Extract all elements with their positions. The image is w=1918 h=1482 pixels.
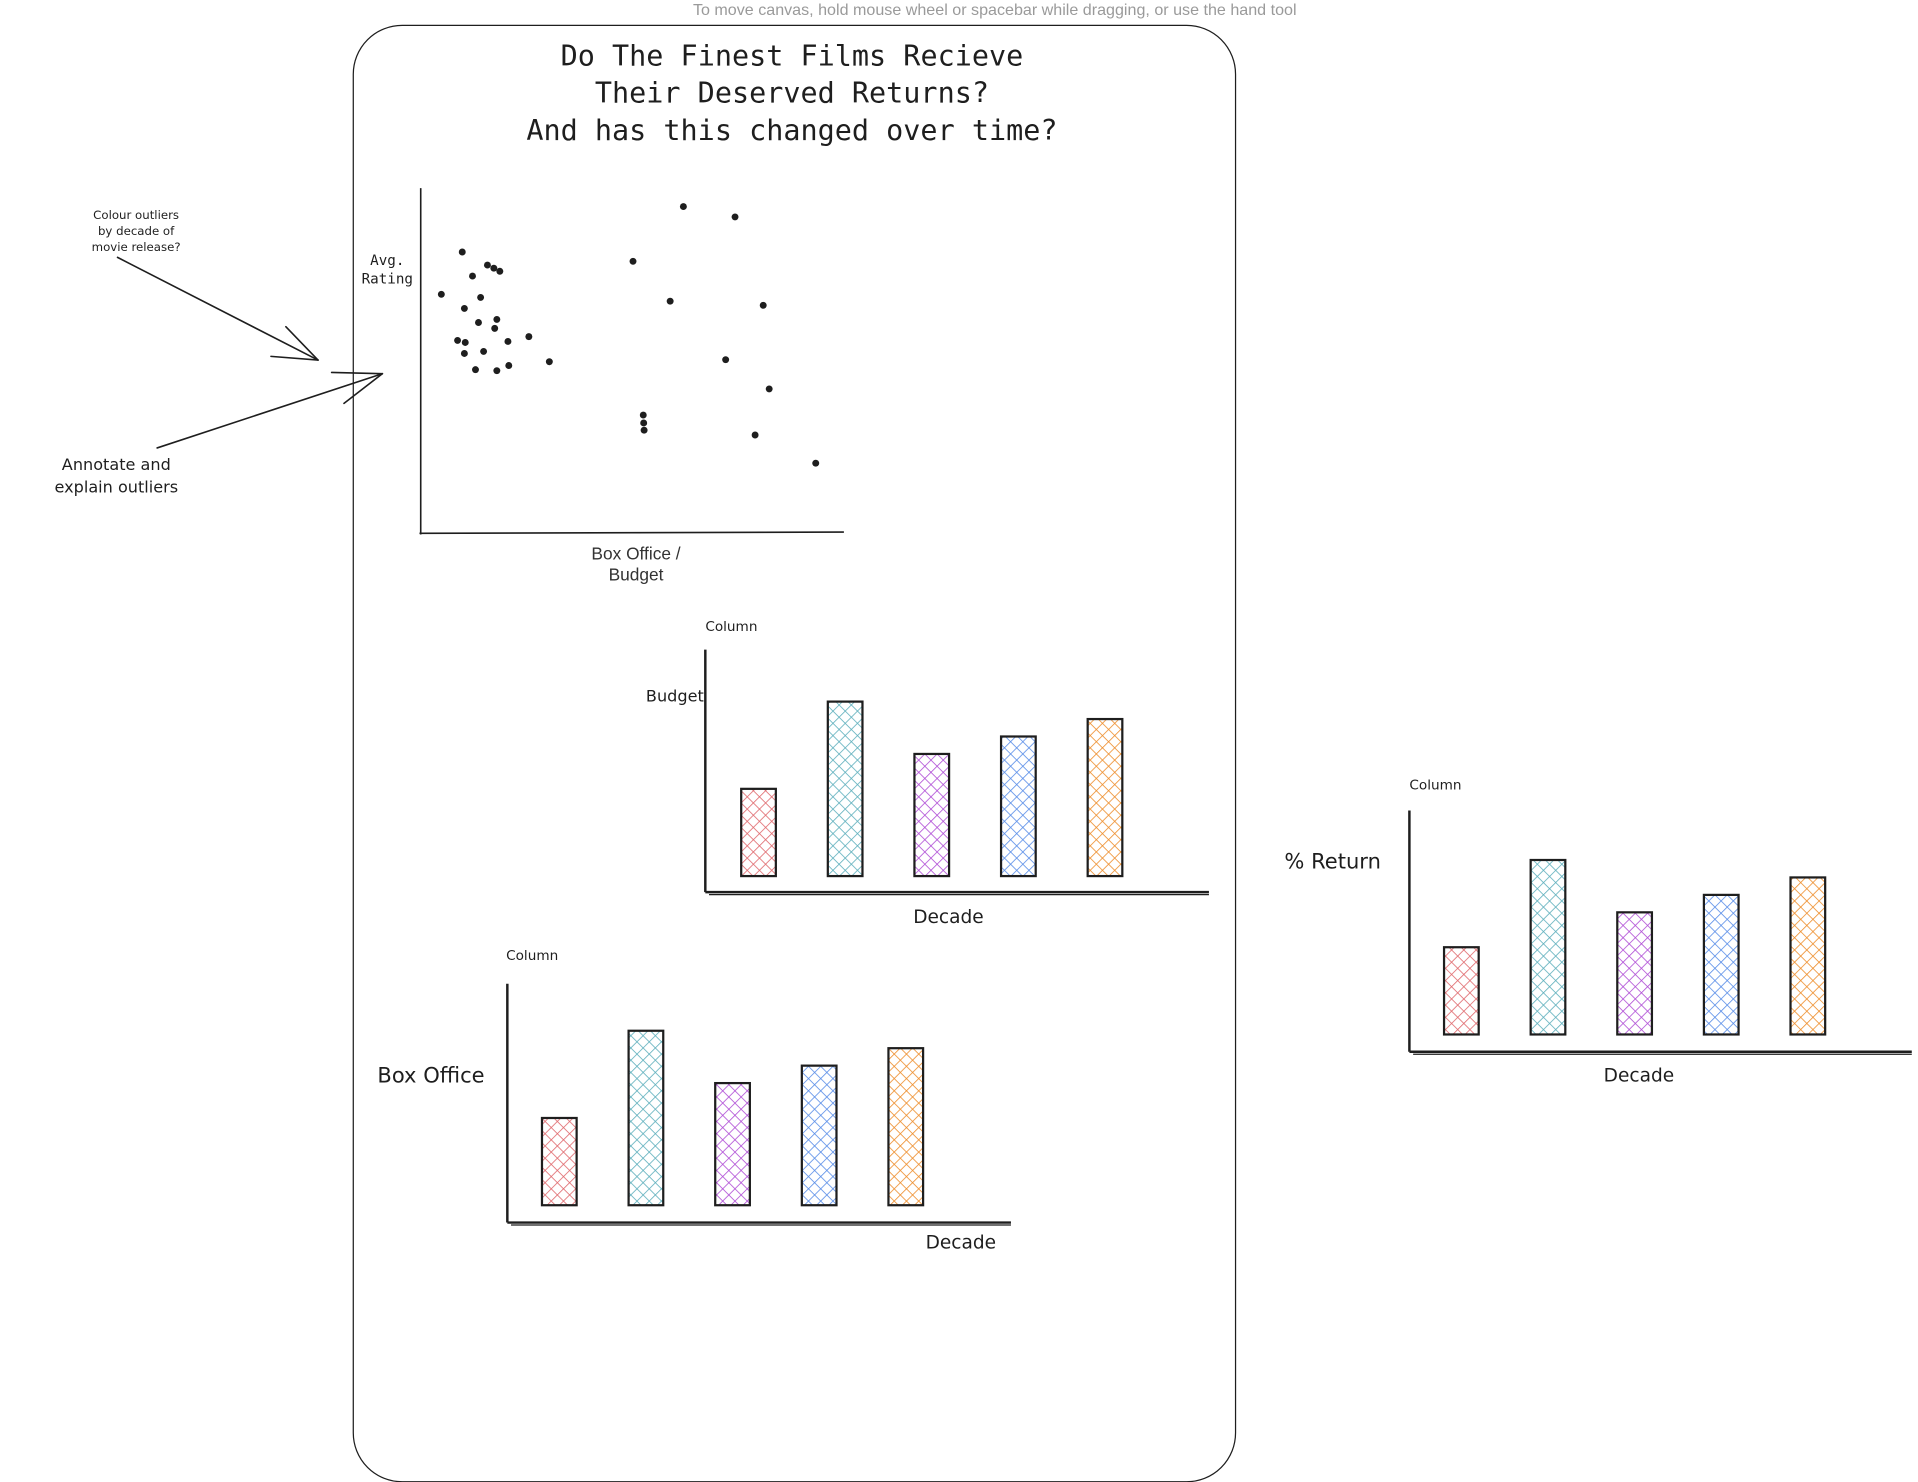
scatter-point[interactable] [472, 366, 479, 374]
budget-bar-decade-1[interactable] [740, 787, 777, 878]
canvas-hint: To move canvas, hold mouse wheel or spac… [692, 0, 1297, 19]
scatter-point[interactable] [496, 267, 504, 275]
scatter-y-label: Avg. Rating [361, 251, 414, 288]
note-line: movie release? [91, 241, 181, 255]
boxoffice-x-label: Decade [925, 1231, 997, 1254]
scatter-point[interactable] [759, 301, 767, 309]
title-line-3: And has this changed over time? [526, 115, 1058, 148]
scatter-point[interactable] [765, 385, 773, 393]
boxoffice-y-label: Box Office [377, 1064, 485, 1089]
budget-bar-decade-2[interactable] [826, 700, 864, 878]
budget-legend-label: Column [705, 618, 758, 635]
scatter-point[interactable] [505, 362, 513, 369]
return-x-label: Decade [1603, 1064, 1675, 1087]
annotate-outliers-note[interactable]: Annotate and explain outliers [40, 455, 193, 500]
scatter-point[interactable] [475, 319, 482, 326]
boxoffice-bar-decade-4[interactable] [800, 1064, 838, 1207]
scatter-point[interactable] [458, 248, 466, 256]
budget-y-label: Budget [645, 687, 704, 707]
note-line: Colour outliers [93, 209, 180, 223]
scatter-point[interactable] [477, 293, 485, 301]
note-line: by decade of [97, 225, 175, 239]
scatter-point[interactable] [480, 347, 488, 355]
boxoffice-bar-decade-2[interactable] [627, 1029, 665, 1207]
return-bar-decade-2[interactable] [1529, 858, 1567, 1036]
return-legend-label: Column [1409, 777, 1462, 794]
scatter-point[interactable] [666, 297, 674, 305]
budget-bar-chart [704, 649, 1209, 896]
arrow-annotate-note[interactable] [156, 371, 384, 449]
scatter-point[interactable] [751, 431, 759, 439]
return-bar-chart [1408, 810, 1912, 1055]
scatter-x-label: Box Office / Budget [591, 543, 681, 585]
boxoffice-bar-chart [506, 983, 1011, 1226]
boxoffice-bar-decade-1[interactable] [540, 1116, 578, 1207]
scatter-point[interactable] [454, 336, 462, 344]
scatter-point[interactable] [629, 257, 637, 265]
return-bar-decade-4[interactable] [1702, 893, 1740, 1036]
arrow-colour-note[interactable] [116, 256, 319, 361]
scatter-point[interactable] [491, 324, 499, 332]
scatter-point[interactable] [461, 339, 469, 346]
scatter-point[interactable] [812, 459, 820, 467]
return-bar-decade-1[interactable] [1442, 946, 1480, 1036]
boxoffice-legend-label: Column [506, 947, 559, 964]
boxoffice-bar-decade-3[interactable] [714, 1081, 751, 1207]
note-line: Annotate and [61, 456, 171, 476]
boxoffice-bar-decade-5[interactable] [887, 1047, 925, 1207]
scatter-point[interactable] [490, 264, 498, 272]
scatter-point[interactable] [504, 337, 512, 345]
scatter-point[interactable] [525, 333, 533, 341]
scatter-point[interactable] [640, 419, 648, 427]
budget-x-label: Decade [913, 905, 984, 929]
scatter-point[interactable] [679, 203, 687, 211]
title-line-1: Do The Finest Films Recieve [560, 40, 1024, 74]
return-bar-decade-5[interactable] [1789, 876, 1827, 1036]
scatter-point[interactable] [493, 367, 501, 375]
return-bar-decade-3[interactable] [1616, 911, 1654, 1036]
colour-outliers-note[interactable]: Colour outliers by decade of movie relea… [74, 208, 198, 256]
scatter-point[interactable] [483, 261, 491, 269]
page-title: Do The Finest Films Recieve Their Deserv… [371, 38, 1212, 149]
budget-bar-decade-5[interactable] [1086, 717, 1124, 878]
scatter-point[interactable] [639, 411, 647, 419]
scatter-point[interactable] [722, 356, 730, 364]
note-line: explain outliers [54, 478, 179, 498]
scatter-point[interactable] [460, 350, 468, 357]
return-y-label: % Return [1284, 850, 1381, 875]
scatter-point[interactable] [460, 304, 468, 312]
title-line-2: Their Deserved Returns? [594, 77, 989, 111]
scatter-point[interactable] [437, 290, 445, 298]
scatter-x-axis [419, 531, 844, 535]
scatter-point[interactable] [640, 426, 648, 434]
budget-bar-decade-3[interactable] [913, 752, 951, 878]
scatter-point[interactable] [469, 272, 476, 280]
scatter-point[interactable] [545, 358, 553, 366]
scatter-point[interactable] [731, 213, 739, 221]
budget-bar-decade-4[interactable] [999, 735, 1037, 878]
scatter-point[interactable] [493, 315, 501, 323]
